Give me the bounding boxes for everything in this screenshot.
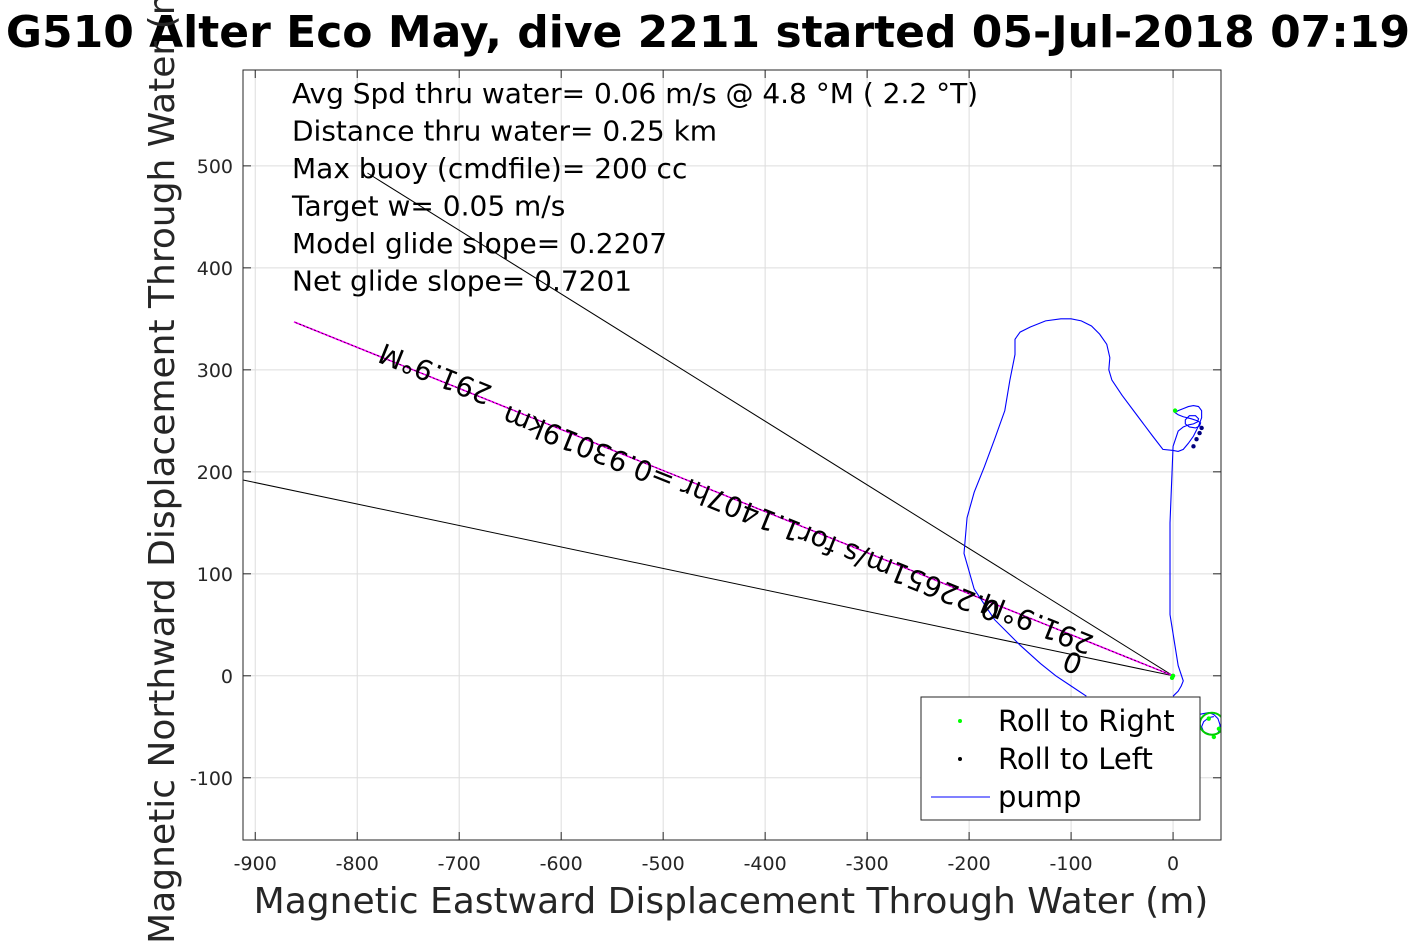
x-tick-label: -500: [642, 853, 685, 875]
x-axis-label: Magnetic Eastward Displacement Through W…: [254, 881, 1209, 922]
y-tick-label: 400: [197, 258, 233, 280]
point-roll-to-left: [1191, 444, 1196, 449]
y-tick-label: 200: [197, 462, 233, 484]
y-axis-label: Magnetic Northward Displacement Through …: [142, 0, 183, 944]
tick-marks: -900 -800 -700 -600 -500 -400 -300 -200 -100 0 -10…: [190, 70, 1221, 875]
legend: Roll to Right Roll to Left pump: [920, 696, 1201, 821]
y-tick-label: -100: [190, 768, 233, 790]
legend-label: Roll to Left: [998, 742, 1153, 776]
x-tick-label: -300: [846, 853, 889, 875]
x-tick-label: -900: [234, 853, 277, 875]
legend-marker: [958, 757, 962, 761]
legend-marker: [958, 719, 962, 723]
heading-line-cone-upper: [367, 172, 1174, 677]
point-roll-to-right: [1211, 734, 1217, 740]
y-tick-label: 500: [197, 156, 233, 178]
point-roll-to-left: [1199, 425, 1204, 431]
chart-title: G510 Alter Eco May, dive 2211 started 05…: [6, 7, 1410, 58]
x-tick-label: -800: [336, 853, 379, 875]
x-tick-label: -200: [948, 853, 991, 875]
x-tick-label: -100: [1050, 853, 1093, 875]
series-pump: [963, 318, 1203, 697]
x-tick-label: -400: [744, 853, 787, 875]
x-tick-label: -600: [540, 853, 583, 875]
annotation-block: Avg Spd thru water= 0.06 m/s @ 4.8 °M ( …: [291, 77, 978, 298]
axes-box: [242, 69, 1222, 841]
annotation-line: Avg Spd thru water= 0.06 m/s @ 4.8 °M ( …: [292, 77, 978, 110]
legend-box: [920, 696, 1201, 821]
point-roll-to-right: [1172, 408, 1178, 413]
annotation-line: Max buoy (cmdfile)= 200 cc: [292, 152, 687, 185]
x-tick-label: -700: [438, 853, 481, 875]
heading-line-center: [293, 321, 1174, 677]
y-tick-label: 300: [197, 360, 233, 382]
point-roll-to-left: [1194, 436, 1199, 442]
point-roll-to-left: [1197, 430, 1202, 436]
annotation-line: Net glide slope= 0.7201: [292, 265, 632, 298]
x-tick-label: 0: [1167, 853, 1179, 875]
legend-label: pump: [998, 780, 1081, 814]
annotation-line: Model glide slope= 0.2207: [292, 227, 667, 260]
point-roll-to-right: [1206, 716, 1211, 721]
annotation-line: Target w= 0.05 m/s: [291, 190, 565, 223]
data-lines: [243, 172, 1221, 740]
point-roll-to-right: [1216, 726, 1221, 732]
y-tick-label: 100: [197, 564, 233, 586]
legend-label: Roll to Right: [998, 704, 1175, 738]
y-tick-label: 0: [221, 666, 233, 688]
annotation-line: Distance thru water= 0.25 km: [292, 115, 717, 148]
point-roll-to-right: [1170, 673, 1176, 679]
